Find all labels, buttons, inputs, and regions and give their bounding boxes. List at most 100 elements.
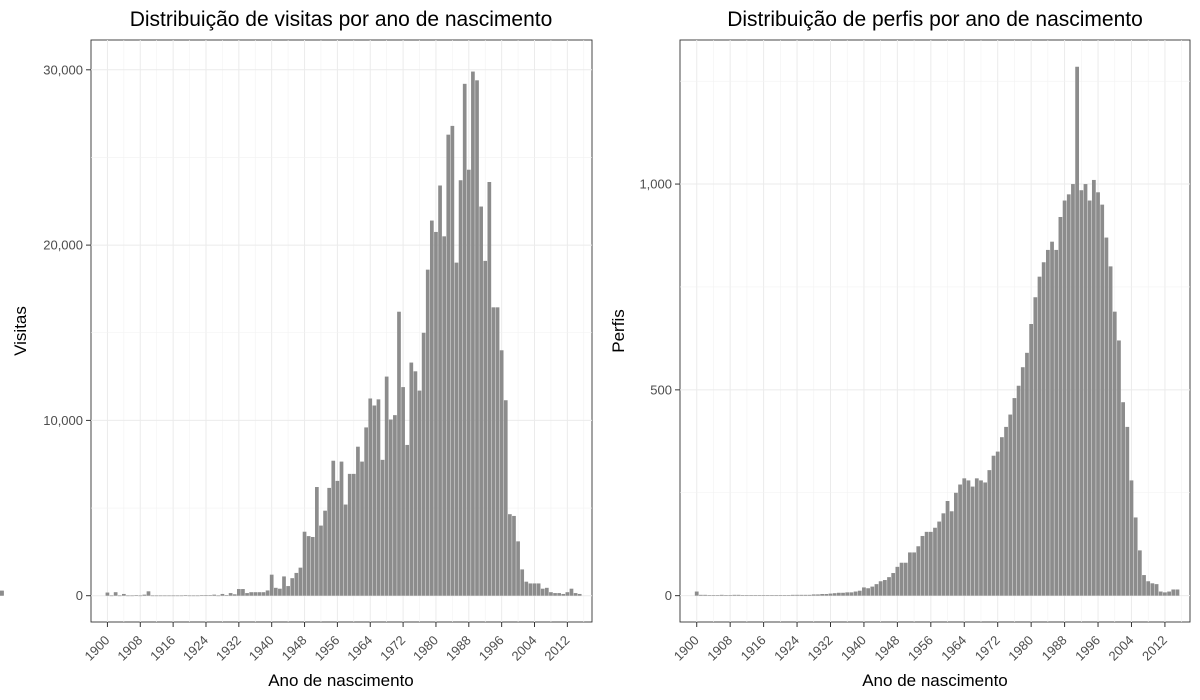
x-tick-label: 1908 [114, 633, 145, 664]
y-tick-label: 30,000 [43, 62, 83, 77]
bar [487, 181, 492, 596]
bar [1000, 437, 1004, 596]
bar [380, 459, 385, 596]
bar [343, 504, 348, 596]
bar [200, 595, 204, 596]
bar [278, 588, 282, 596]
bar [937, 521, 942, 596]
bar [761, 595, 766, 596]
bar [532, 583, 537, 596]
bar [446, 134, 451, 596]
bar [228, 593, 233, 596]
bar [1033, 297, 1038, 596]
bar [1054, 249, 1059, 596]
x-tick-label: 1996 [1072, 633, 1103, 664]
bar [1029, 324, 1034, 596]
bar [302, 531, 307, 596]
bar [1137, 550, 1142, 596]
bar [417, 390, 422, 596]
bar [397, 311, 401, 596]
bar [970, 486, 975, 596]
bar [803, 594, 808, 596]
x-tick-label: 1900 [671, 633, 702, 664]
x-tick-label: 1980 [410, 633, 441, 664]
bar [1096, 192, 1100, 596]
bar [740, 595, 745, 596]
bar [257, 592, 262, 596]
x-tick-label: 1988 [1039, 633, 1070, 664]
bar [715, 595, 720, 596]
bar [134, 595, 139, 596]
bar [434, 231, 438, 596]
x-tick-label: 1940 [838, 633, 869, 664]
bar [765, 595, 770, 596]
bar [540, 588, 545, 596]
bar [462, 83, 467, 596]
x-tick-label: 2012 [541, 633, 572, 664]
bar [1050, 241, 1054, 596]
bar [528, 583, 533, 596]
bar [130, 595, 134, 597]
bar [339, 461, 344, 596]
bar [475, 80, 479, 596]
bar [158, 595, 163, 597]
bar [508, 514, 512, 596]
bar [987, 470, 992, 596]
bar [1133, 517, 1138, 596]
x-tick-label: 1964 [344, 633, 375, 664]
bar [1150, 583, 1155, 596]
bar [458, 180, 463, 596]
bar [887, 577, 891, 596]
bar [577, 593, 582, 596]
bar [393, 415, 397, 596]
y-tick-label: 0 [76, 588, 83, 603]
bar [979, 480, 983, 596]
bar [1108, 266, 1113, 596]
bar [512, 515, 516, 596]
bar [117, 595, 122, 597]
bar [425, 269, 430, 596]
bar [845, 592, 850, 596]
bar [828, 593, 833, 596]
bar [122, 593, 126, 596]
bar [1008, 414, 1013, 596]
perfis-chart: Distribuição de perfis por ano de nascim… [0, 8, 1191, 690]
bar [1012, 398, 1017, 596]
bar [368, 398, 373, 596]
bar [853, 591, 858, 596]
bar [1100, 204, 1105, 596]
bar [882, 580, 887, 596]
bar [364, 427, 368, 596]
bar [553, 593, 557, 596]
x-tick-label: 1924 [180, 633, 211, 664]
bar [757, 595, 762, 596]
bar [1112, 311, 1117, 596]
y-tick-label: 20,000 [43, 238, 83, 253]
bar [524, 581, 529, 596]
y-axis-title: Perfis [609, 309, 628, 352]
bar [807, 594, 812, 596]
bar [1025, 352, 1029, 596]
bar [450, 125, 455, 596]
bar [483, 260, 488, 596]
bar [138, 595, 143, 597]
bar [782, 595, 787, 596]
bar [799, 594, 804, 596]
bar [707, 595, 712, 596]
bar [1117, 340, 1121, 596]
bar [454, 262, 459, 596]
bar [1129, 480, 1134, 596]
x-tick-label: 1924 [771, 633, 802, 664]
bar [703, 594, 707, 596]
x-axis-title: Ano de nascimento [268, 671, 414, 690]
y-axis-title: Visitas [11, 306, 30, 356]
bar [331, 460, 336, 596]
bar [966, 480, 971, 596]
bar [495, 307, 500, 596]
bar [908, 552, 912, 596]
bar [694, 591, 699, 596]
bar [282, 576, 286, 596]
bar [816, 594, 820, 596]
bar [163, 595, 167, 597]
bar [945, 500, 950, 596]
